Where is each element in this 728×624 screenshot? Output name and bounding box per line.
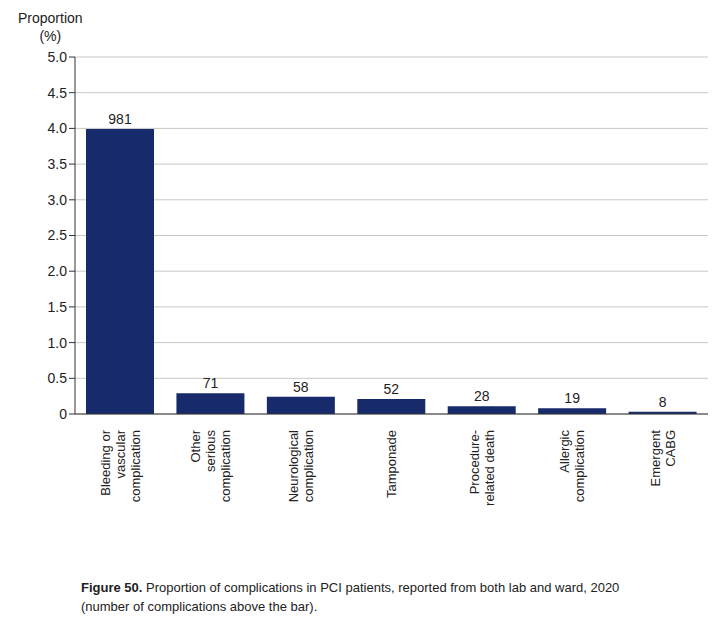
svg-text:52: 52 (383, 381, 399, 397)
svg-text:Tamponade: Tamponade (384, 430, 399, 498)
svg-text:Procedure-related death: Procedure-related death (467, 430, 497, 506)
svg-text:1.5: 1.5 (48, 299, 68, 315)
svg-text:Otherseriouscomplication: Otherseriouscomplication (188, 429, 233, 502)
svg-text:3.0: 3.0 (48, 192, 68, 208)
svg-text:4.5: 4.5 (48, 85, 68, 101)
svg-text:0: 0 (59, 406, 67, 422)
svg-text:1.0: 1.0 (48, 335, 68, 351)
svg-text:3.5: 3.5 (48, 156, 68, 172)
html-text:Figure 50. Proportion of compl: Figure 50. Proportion of complications i… (81, 580, 620, 614)
svg-text:5.0: 5.0 (48, 49, 68, 65)
svg-text:71: 71 (203, 375, 219, 391)
svg-text:0.5: 0.5 (48, 370, 68, 386)
html-text:Proportion: Proportion (18, 10, 83, 26)
svg-text:2.0: 2.0 (48, 263, 68, 279)
svg-text:8: 8 (659, 394, 667, 410)
svg-text:19: 19 (564, 390, 580, 406)
svg-text:Allergiccomplication: Allergiccomplication (557, 430, 587, 503)
svg-text:981: 981 (108, 111, 132, 127)
svg-text:EmergentCABG: EmergentCABG (648, 430, 678, 487)
svg-text:Neurologicalcomplication: Neurologicalcomplication (286, 430, 316, 502)
svg-text:Bleeding orvascularcomplicatio: Bleeding orvascularcomplication (98, 429, 143, 502)
svg-text:28: 28 (474, 388, 490, 404)
svg-text:4.0: 4.0 (48, 120, 68, 136)
svg-text:58: 58 (293, 379, 309, 395)
svg-text:2.5: 2.5 (48, 227, 68, 243)
